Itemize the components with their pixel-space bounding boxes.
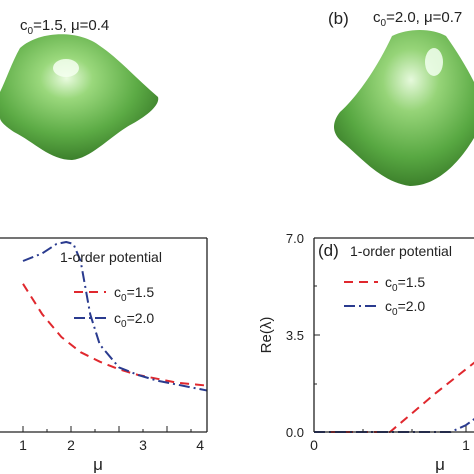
- panel-c-lines: [22, 241, 207, 392]
- panel-d-label: (d): [318, 241, 339, 260]
- panel-b-label: (b): [328, 9, 349, 28]
- panel-c-series-line-2: [22, 241, 207, 392]
- panel-d-lines: [314, 361, 474, 433]
- panel-d-series-line-1: [314, 361, 474, 433]
- panel-c-legend-entry: c0=2.0: [74, 310, 154, 330]
- panel-a: c0=1.5, μ=0.4: [0, 17, 159, 160]
- panel-d-legend-label: c0=2.0: [385, 298, 425, 318]
- panel-d-ytick-label: 3.5: [286, 328, 304, 343]
- panel-c-legend-entry: c0=1.5: [74, 284, 154, 304]
- panel-b-annotation: c0=2.0, μ=0.7: [373, 9, 462, 29]
- panel-d-legend-label: c0=1.5: [385, 274, 425, 294]
- panel-b-shape: [334, 30, 474, 186]
- panel-d-xtick-label: 1: [462, 437, 470, 453]
- panel-b-highlight: [425, 48, 443, 76]
- panel-d-legend-entry: c0=1.5: [344, 274, 425, 294]
- panel-c-legend-label: c0=1.5: [114, 284, 154, 304]
- panel-c-legend-label: c0=2.0: [114, 310, 154, 330]
- panel-c-xtick-label: 3: [139, 437, 147, 453]
- panel-c-xtick-label: 4: [196, 437, 204, 453]
- panel-c: 1 2 3 4 μ 1-order potential c0=1.5 c0=2.…: [0, 237, 208, 474]
- panel-d-yticks: 7.0 3.5 0.0: [286, 231, 320, 440]
- panel-d: 7.0 3.5 0.0 0 1 μ Re(λ) (d) 1-order pote…: [258, 231, 474, 474]
- panel-a-highlight: [53, 59, 79, 77]
- panel-d-series-line-2: [314, 418, 474, 433]
- panel-d-xticks: 0 1: [310, 426, 470, 453]
- panel-a-shape: [0, 34, 159, 160]
- panel-d-xtick-label: 0: [310, 437, 318, 453]
- panel-d-xlabel: μ: [435, 455, 445, 474]
- panel-a-annotation: c0=1.5, μ=0.4: [20, 17, 109, 37]
- panel-b: (b) c0=2.0, μ=0.7: [328, 9, 474, 186]
- panel-c-series-line-1: [22, 283, 207, 387]
- panel-d-legend-entry: c0=2.0: [344, 298, 425, 318]
- panel-d-legend-title: 1-order potential: [350, 243, 452, 259]
- panel-c-legend-title: 1-order potential: [60, 249, 162, 265]
- panel-d-ytick-label: 0.0: [286, 425, 304, 440]
- panel-c-xlabel: μ: [93, 455, 103, 474]
- panel-c-xtick-label: 1: [19, 437, 27, 453]
- panel-d-ylabel: Re(λ): [258, 317, 275, 354]
- panel-c-xticks: 1 2 3 4: [19, 426, 204, 453]
- panel-c-xtick-label: 2: [67, 437, 75, 453]
- panel-d-ytick-label: 7.0: [286, 231, 304, 246]
